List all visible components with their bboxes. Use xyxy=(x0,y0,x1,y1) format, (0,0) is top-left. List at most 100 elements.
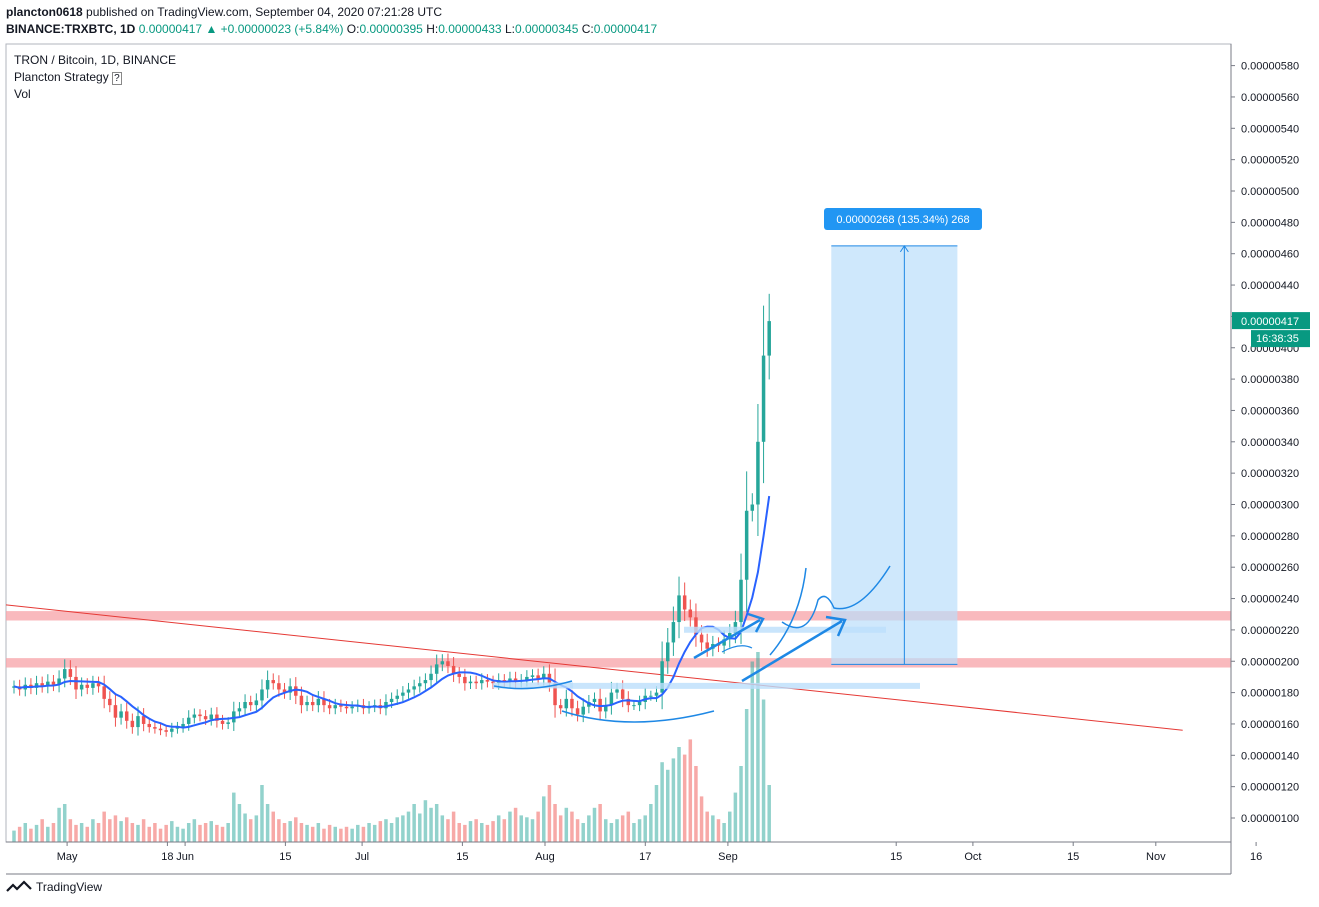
tradingview-logo[interactable]: TradingView xyxy=(6,880,102,894)
candle-body xyxy=(186,717,191,724)
trendline[interactable] xyxy=(5,604,1183,731)
candle-body xyxy=(485,680,490,682)
candle-body xyxy=(553,683,557,706)
close-label: C: xyxy=(581,22,594,36)
volume-bar xyxy=(547,785,552,842)
candle-body xyxy=(542,673,546,679)
candle-body xyxy=(558,705,563,709)
price-tick-label: 0.00000460 xyxy=(1241,249,1299,261)
volume-bar xyxy=(136,824,140,842)
candle-body xyxy=(198,714,202,717)
candle-body xyxy=(265,680,270,690)
legend-strategy-label: Plancton Strategy xyxy=(14,70,109,84)
hand-drawn-annotations[interactable] xyxy=(493,565,920,723)
volume-bar xyxy=(327,824,332,842)
volume-bar xyxy=(412,804,416,842)
volume-bar xyxy=(733,792,738,842)
volume-bar xyxy=(682,754,687,842)
ohlc-bar: BINANCE:TRXBTC, 1D 0.00000417 ▲ +0.00000… xyxy=(6,22,657,36)
volume-bar xyxy=(502,819,507,842)
time-tick-label: 15 xyxy=(890,851,902,863)
candle-body xyxy=(699,634,704,643)
volume-bar xyxy=(592,807,597,842)
time-tick-label: 15 xyxy=(1067,851,1079,863)
volume-bar xyxy=(361,826,366,842)
price-tick-label: 0.00000220 xyxy=(1241,625,1299,637)
arrow-1 xyxy=(693,618,761,660)
volume-bar xyxy=(220,826,225,842)
descending-trendline xyxy=(5,604,1183,731)
volume-bar xyxy=(575,819,580,842)
volume-bar xyxy=(91,819,95,842)
volume-bars xyxy=(12,652,771,842)
brand-label: TradingView xyxy=(36,880,103,894)
legend-strategy[interactable]: Plancton Strategy ? xyxy=(14,70,122,85)
candle-body xyxy=(463,676,467,684)
candle-body xyxy=(254,700,259,706)
candle-body xyxy=(164,730,168,732)
author-name[interactable]: plancton0618 xyxy=(6,5,83,19)
candle-body xyxy=(322,698,326,706)
candle-body xyxy=(654,692,659,696)
candle-body xyxy=(124,711,129,721)
countdown-box xyxy=(1251,330,1310,348)
volume-bar xyxy=(310,826,315,842)
volume-bar xyxy=(108,819,112,842)
settings-icon[interactable]: ? xyxy=(112,72,122,85)
candle-body xyxy=(310,702,315,706)
volume-bar xyxy=(604,819,608,842)
volume-bar xyxy=(587,815,591,842)
volume-bar xyxy=(389,823,394,842)
volume-bar xyxy=(170,821,174,842)
volume-bar xyxy=(232,792,236,842)
price-axis[interactable]: 0.00000100 0.00000120 0.00000140 0.00000160… xyxy=(1230,44,1299,874)
candle-body xyxy=(767,321,771,356)
volume-bar xyxy=(474,819,478,842)
price-tick-label: 0.00000160 xyxy=(1241,719,1299,731)
candle-body xyxy=(530,675,535,677)
volume-bar xyxy=(395,817,399,842)
candle-body xyxy=(316,698,321,706)
volume-bar xyxy=(57,807,61,842)
candle-body xyxy=(350,706,354,709)
volume-bar xyxy=(51,823,56,842)
countdown-text: 16:38:35 xyxy=(1256,333,1299,345)
volume-bar xyxy=(40,819,44,842)
time-tick-label: 15 xyxy=(279,851,291,863)
volume-bar xyxy=(367,823,371,842)
candle-body xyxy=(604,705,608,712)
time-tick-label: 18 xyxy=(161,851,173,863)
volume-bar xyxy=(226,823,230,842)
candle-body xyxy=(513,678,518,682)
volume-bar xyxy=(677,747,681,842)
candle-body xyxy=(136,716,140,728)
candle-body xyxy=(153,727,157,729)
volume-bar xyxy=(570,811,574,842)
volume-bar xyxy=(356,824,360,842)
legend-symbol[interactable]: TRON / Bitcoin, 1D, BINANCE xyxy=(14,53,177,67)
volume-bar xyxy=(649,804,653,842)
candle-body xyxy=(632,705,636,707)
support-zone-1 xyxy=(493,682,573,689)
candle-body xyxy=(220,720,225,724)
candle-body xyxy=(694,617,698,635)
volume-bar xyxy=(553,804,557,842)
candle-body xyxy=(660,661,664,693)
candle-body xyxy=(389,698,394,703)
moving-average xyxy=(13,495,771,729)
price-tick-label: 0.00000120 xyxy=(1241,782,1299,794)
projection-label-box xyxy=(824,208,982,230)
volume-bar xyxy=(491,821,495,842)
volume-bar xyxy=(434,804,439,842)
candle-body xyxy=(564,698,569,709)
candle-body xyxy=(181,723,185,728)
price-tick-label: 0.00000140 xyxy=(1241,750,1299,762)
candle-body xyxy=(722,639,726,646)
legend-volume[interactable]: Vol xyxy=(14,87,31,101)
candle-body xyxy=(474,681,478,684)
volume-bar xyxy=(660,762,664,842)
volume-bar xyxy=(451,811,456,842)
time-axis[interactable]: May 18 Jun 15 Jul 15 Aug 17 Sep 15 Oct 15 Nov 16 xyxy=(6,841,1262,875)
projection-box[interactable]: 0.00000268 (135.34%) 268 xyxy=(824,208,982,665)
